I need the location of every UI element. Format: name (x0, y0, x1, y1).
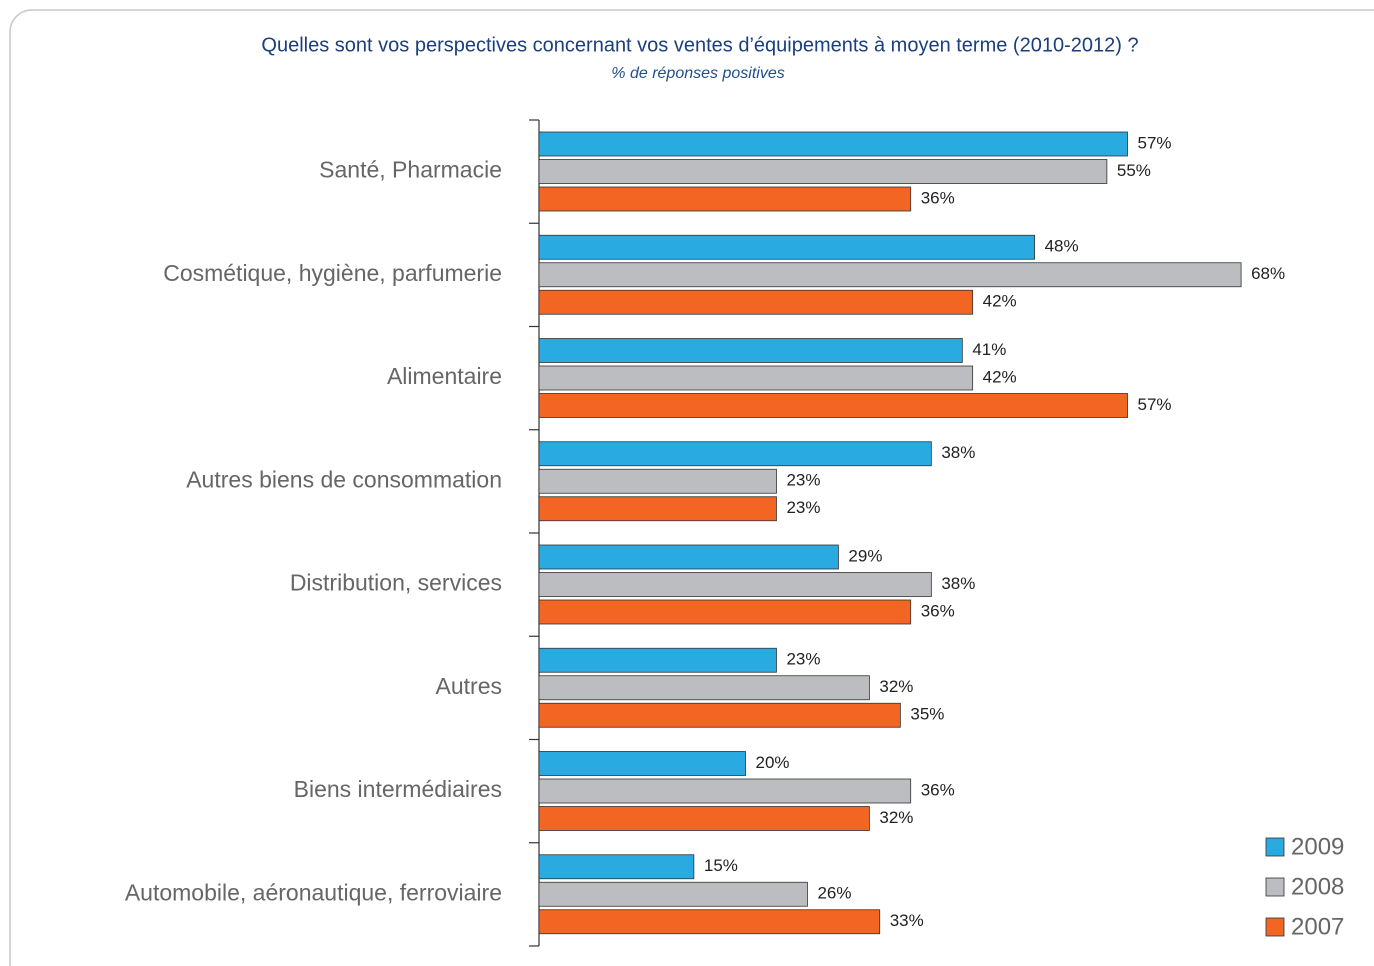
data-label: 38% (941, 443, 975, 462)
category-label: Autres (436, 673, 502, 699)
legend-swatch (1265, 917, 1285, 937)
bar (538, 675, 870, 701)
data-label: 15% (704, 856, 738, 875)
data-label: 55% (1117, 161, 1151, 180)
legend-label: 2007 (1291, 913, 1344, 940)
category-label: Automobile, aéronautique, ferroviaire (125, 879, 502, 905)
bar (538, 806, 870, 831)
category-label: Cosmétique, hygiène, parfumerie (163, 260, 502, 286)
bar (538, 702, 901, 728)
bar (538, 778, 912, 804)
bar (538, 751, 746, 776)
bar (538, 234, 1036, 260)
data-label: 36% (921, 188, 955, 207)
data-label: 42% (983, 292, 1017, 311)
data-label: 32% (879, 677, 913, 696)
category-label: Distribution, services (290, 570, 502, 596)
bar (538, 544, 839, 570)
data-label: 33% (890, 911, 924, 930)
data-label: 48% (1045, 237, 1079, 256)
data-label: 38% (941, 574, 975, 593)
chart-title: Quelles sont vos perspectives concernant… (261, 34, 1138, 56)
bar (538, 854, 695, 880)
data-label: 36% (921, 780, 955, 799)
data-label: 57% (1138, 395, 1172, 414)
data-label: 32% (879, 808, 913, 827)
bar (538, 468, 777, 494)
legend-label: 2008 (1291, 873, 1344, 900)
data-label: 68% (1251, 264, 1285, 283)
bar (538, 599, 912, 625)
data-label: 23% (786, 650, 820, 669)
bar (538, 289, 974, 315)
chart-subtitle: % de réponses positives (611, 65, 784, 82)
legend-swatch (1265, 837, 1285, 857)
bar (538, 647, 777, 673)
bar (538, 496, 777, 522)
category-label: Alimentaire (387, 363, 502, 389)
bar (538, 441, 932, 467)
legend-label: 2009 (1291, 833, 1344, 860)
bar (538, 159, 1108, 184)
bar (538, 881, 808, 907)
bar (538, 365, 974, 391)
bar (538, 393, 1128, 418)
data-label: 36% (921, 601, 955, 620)
data-label: 26% (817, 884, 851, 903)
bar (538, 186, 912, 212)
category-label: Biens intermédiaires (294, 776, 502, 802)
bar (538, 572, 932, 597)
bar (538, 131, 1128, 157)
data-label: 23% (786, 498, 820, 517)
data-label: 35% (910, 705, 944, 724)
data-label: 20% (756, 753, 790, 772)
bar (538, 909, 881, 935)
data-label: 29% (848, 546, 882, 565)
data-label: 23% (786, 471, 820, 490)
data-label: 57% (1138, 133, 1172, 152)
bar (538, 338, 963, 363)
legend-swatch (1265, 877, 1285, 897)
data-label: 41% (972, 340, 1006, 359)
category-label: Autres biens de consommation (186, 466, 502, 492)
bar (538, 262, 1242, 288)
category-label: Santé, Pharmacie (319, 157, 502, 183)
data-label: 42% (983, 367, 1017, 386)
